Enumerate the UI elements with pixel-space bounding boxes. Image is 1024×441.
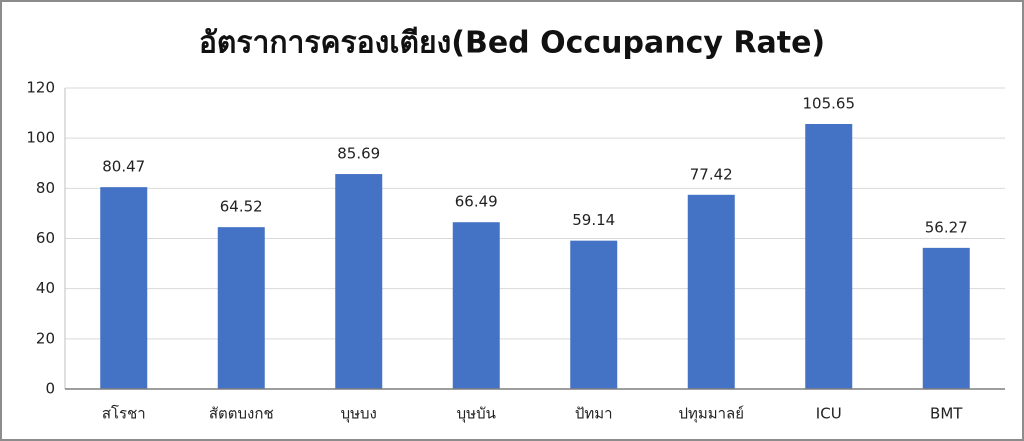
value-label: 59.14 [572, 211, 615, 229]
y-tick-label: 80 [36, 179, 55, 197]
bar [100, 187, 148, 389]
x-tick-label: สโรชา [102, 405, 146, 423]
chart-title: อัตราการครองเตียง(Bed Occupancy Rate) [199, 26, 825, 61]
x-tick-label: บุษบง [341, 405, 377, 424]
value-label: 64.52 [220, 198, 263, 216]
value-label: 66.49 [455, 193, 498, 211]
value-label: 56.27 [925, 218, 968, 236]
bar [687, 194, 735, 389]
x-tick-label: ICU [816, 405, 842, 423]
bar [217, 227, 265, 389]
bar [335, 174, 383, 389]
value-label: 85.69 [337, 145, 380, 163]
value-label: 105.65 [803, 94, 856, 112]
x-tick-label: ปทุมมาลย์ [678, 405, 744, 424]
bar [452, 222, 500, 389]
bar [805, 123, 853, 390]
bar [922, 247, 970, 389]
x-tick-label: สัตตบงกช [209, 405, 274, 423]
y-tick-label: 100 [26, 129, 55, 147]
value-label: 80.47 [102, 158, 145, 176]
y-tick-label: 40 [36, 279, 55, 297]
y-tick-label: 60 [36, 229, 55, 247]
x-tick-label: บุษบัน [457, 405, 496, 424]
x-tick-label: ปัทมา [575, 405, 613, 423]
y-tick-label: 120 [26, 79, 55, 97]
x-tick-label: BMT [930, 405, 963, 423]
y-tick-label: 20 [36, 329, 55, 347]
value-label: 77.42 [690, 165, 733, 183]
bar [570, 240, 618, 389]
y-tick-label: 0 [45, 380, 55, 398]
